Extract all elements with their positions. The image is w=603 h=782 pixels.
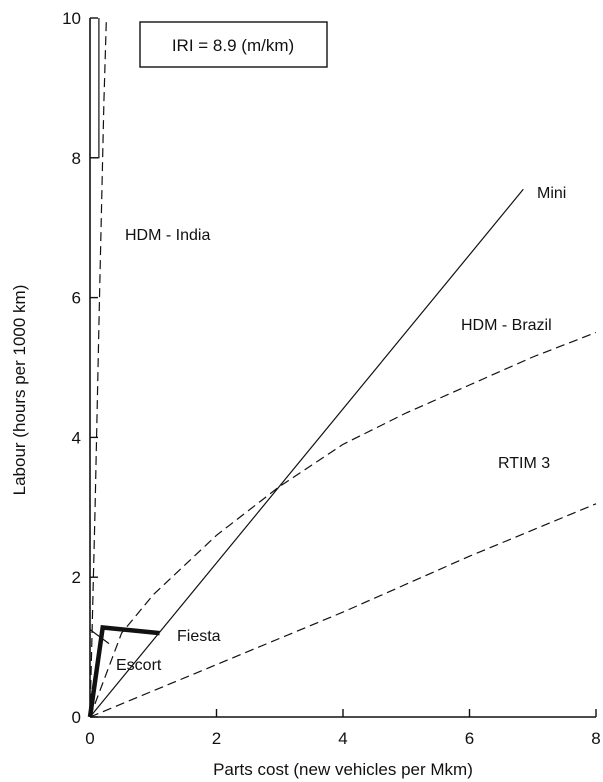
y-tick-label-6: 6	[72, 289, 81, 308]
x-tick-label-2: 2	[212, 729, 221, 748]
series-label-hdm-india: HDM - India	[125, 227, 210, 244]
series-line-escort	[89, 629, 110, 645]
series-line-rtim-3	[89, 503, 597, 718]
series-line-hdm-brazil	[89, 331, 597, 718]
series-label-escort: Escort	[116, 657, 162, 674]
series-label-hdm-brazil: HDM - Brazil	[461, 317, 552, 334]
series-labels: Mini HDM - Brazil RTIM 3 HDM - India Fiesta E…	[116, 185, 566, 674]
x-tick-label-0: 0	[85, 729, 94, 748]
series-label-fiesta: Fiesta	[177, 628, 221, 645]
series-line-hdm-india	[89, 17, 107, 718]
series-line-fiesta	[87, 625, 160, 718]
x-tick-label-4: 4	[338, 729, 347, 748]
y-tick-label-0: 0	[72, 708, 81, 727]
y-axis-title: Labour (hours per 1000 km)	[10, 285, 29, 496]
y-tick-label-2: 2	[72, 568, 81, 587]
y-tick-label-4: 4	[72, 428, 81, 447]
series-label-mini: Mini	[537, 185, 566, 202]
y-tick-label-8: 8	[72, 149, 81, 168]
y-tick-label-10: 10	[62, 9, 81, 28]
series-label-rtim-3: RTIM 3	[498, 455, 550, 472]
series-line-mini	[89, 188, 524, 718]
annotation-box: IRI = 8.9 (m/km)	[139, 21, 328, 68]
x-tick-label-8: 8	[591, 729, 600, 748]
annotation-frame	[139, 21, 328, 68]
series-layer	[87, 17, 597, 718]
ticks: 0 2 4 6 8 0 2 4 6 8 10	[62, 9, 601, 748]
annotation-text: IRI = 8.9 (m/km)	[172, 36, 294, 55]
x-axis-title: Parts cost (new vehicles per Mkm)	[213, 760, 473, 779]
x-tick-label-6: 6	[465, 729, 474, 748]
india-axis-tick	[90, 18, 100, 159]
